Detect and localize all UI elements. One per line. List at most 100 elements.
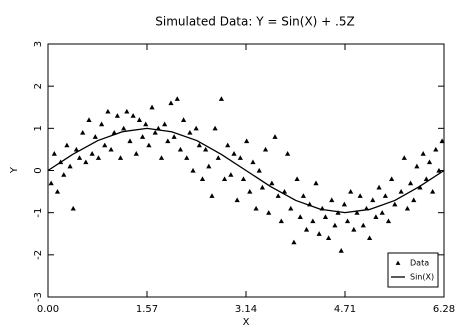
data-point [133,151,139,156]
data-point [313,180,319,186]
x-axis-label: X [243,317,250,328]
data-point [291,239,297,245]
data-point [190,167,196,173]
data-point [51,151,57,156]
data-point [294,176,300,182]
data-point [278,218,284,224]
data-point [165,138,171,144]
chart-title: Simulated Data: Y = Sin(X) + .5Z [155,15,354,29]
data-point [177,146,184,152]
data-point [114,113,120,118]
data-point [206,163,212,169]
x-tick-label: 1.57 [136,304,158,315]
y-axis-label: Y [9,166,20,174]
data-point [184,155,190,160]
data-point [414,163,420,169]
y-tick-label: -2 [33,250,44,260]
data-point [48,180,54,186]
data-point [297,214,303,219]
data-point [436,167,442,173]
data-point [316,231,322,236]
legend-label: Sin(X) [410,273,434,282]
data-point [228,172,234,177]
y-tick-label: 3 [33,41,44,47]
x-tick-label: 3.14 [235,304,257,315]
data-point [288,205,294,211]
curve [47,127,445,214]
data-point [354,210,360,215]
data-point [281,188,288,194]
data-point [215,155,221,160]
y-tick-label: 1 [33,125,44,131]
data-point [231,151,237,156]
data-point [285,151,291,156]
data-point [98,121,105,127]
data-point [366,235,373,241]
data-point [266,210,272,215]
data-point [407,180,414,186]
data-point [269,180,275,186]
data-point [221,176,228,182]
data-point [171,134,177,139]
data-point [76,155,83,160]
data-point [64,142,70,148]
data-point [80,129,86,135]
data-point [199,176,206,182]
data-point [326,235,332,241]
data-point [376,184,382,190]
data-point [73,146,79,152]
data-point [303,226,310,232]
data-point [385,218,392,224]
data-point [259,184,265,190]
data-point [335,210,341,215]
data-point [130,113,136,118]
data-point [102,142,108,148]
data-point [124,108,130,114]
data-point [382,193,388,198]
x-tick-label: 4.71 [334,304,356,315]
data-point [158,155,165,160]
data-point [54,188,61,194]
data-point [253,205,259,211]
data-point [196,142,202,148]
data-point [404,205,411,211]
data-point [332,222,338,228]
data-point [143,121,149,127]
data-point [61,172,67,177]
data-point [108,146,114,152]
x-tick-label: 6.28 [433,304,455,315]
data-point [149,104,155,110]
data-point [225,142,231,148]
data-point [244,138,250,144]
data-point [70,205,76,211]
data-point [95,155,102,160]
data-point [247,188,253,194]
y-tick-label: -1 [33,208,44,218]
legend-label: Data [410,259,429,268]
data-point [338,248,344,253]
data-point [401,155,407,160]
data-point [300,193,306,198]
data-point [439,138,445,144]
data-point [218,96,225,101]
data-point [209,193,215,198]
data-point [203,146,209,152]
data-point [360,222,366,228]
data-point [111,129,117,135]
data-point [86,117,92,122]
data-point [83,159,89,165]
data-point [379,210,385,215]
data-point [187,129,193,135]
data-point [430,188,436,194]
data-point [237,155,243,160]
data-point [275,193,281,198]
y-tick-label: 0 [33,167,44,173]
data-point [420,151,426,156]
data-point [357,193,363,198]
data-point [426,159,433,165]
data-point [310,218,316,224]
data-point [168,100,174,106]
data-point [348,188,354,194]
data-point [146,142,152,148]
